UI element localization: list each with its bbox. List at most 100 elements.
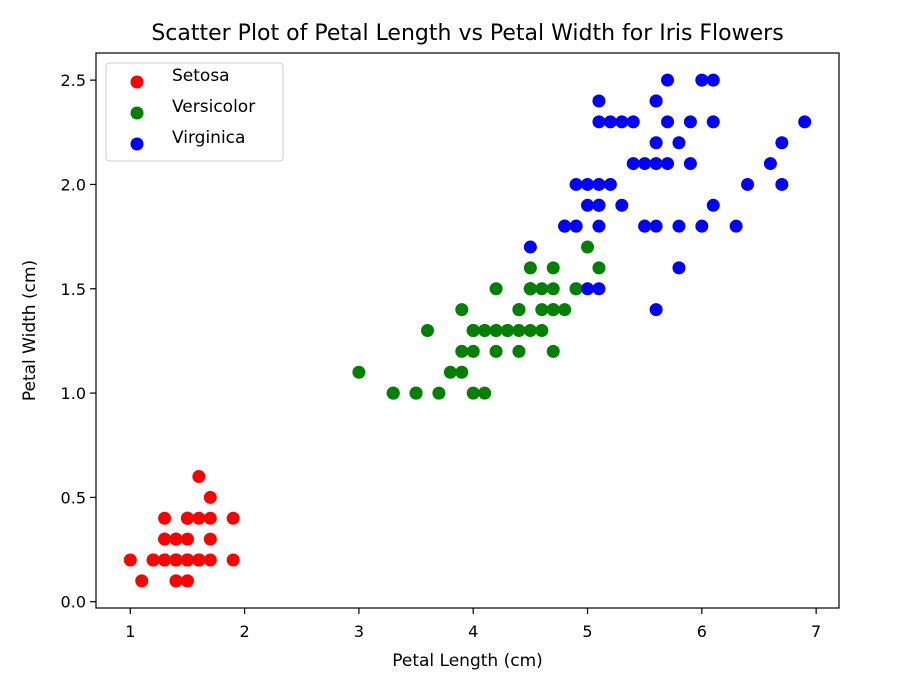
data-point <box>409 386 423 400</box>
data-point <box>763 157 777 171</box>
data-point <box>558 303 572 317</box>
data-point <box>741 177 755 191</box>
data-point <box>581 282 595 296</box>
data-point <box>489 324 503 337</box>
y-tick-label: 2.0 <box>61 175 86 194</box>
data-point <box>226 511 240 525</box>
data-point <box>466 324 480 337</box>
data-point <box>592 115 606 129</box>
data-point <box>180 511 194 525</box>
data-point <box>649 136 663 150</box>
data-point <box>569 219 583 233</box>
data-point <box>546 344 560 358</box>
data-point <box>592 94 606 108</box>
data-point <box>672 219 686 233</box>
legend-label: Setosa <box>172 66 230 86</box>
data-point <box>203 553 217 567</box>
data-point <box>603 115 617 129</box>
data-point <box>706 73 720 87</box>
data-point <box>123 553 137 567</box>
data-point <box>192 470 206 484</box>
data-point <box>535 303 549 317</box>
legend-box <box>105 62 284 162</box>
legend-marker <box>130 75 144 89</box>
data-point <box>512 303 526 317</box>
data-point <box>352 365 366 379</box>
data-point <box>512 324 526 337</box>
y-axis-label: Petal Width (cm) <box>20 260 40 401</box>
data-point <box>683 157 697 171</box>
data-point <box>546 261 560 275</box>
data-point <box>592 219 606 233</box>
data-point <box>192 553 206 567</box>
data-point <box>592 261 606 275</box>
data-point <box>683 115 697 129</box>
x-tick-label: 1 <box>125 622 135 641</box>
data-point <box>706 198 720 212</box>
data-point <box>798 115 812 129</box>
data-point <box>546 303 560 317</box>
data-point <box>592 282 606 296</box>
data-point <box>478 324 492 337</box>
x-tick-label: 4 <box>468 622 478 641</box>
y-tick-label: 1.0 <box>61 384 86 403</box>
data-point <box>203 532 217 546</box>
plot-frame <box>95 52 840 609</box>
data-point <box>466 344 480 358</box>
data-point <box>626 157 640 171</box>
data-point <box>775 136 789 150</box>
data-point <box>672 136 686 150</box>
data-point <box>626 115 640 129</box>
data-point <box>558 219 572 233</box>
series-virginica <box>523 73 812 317</box>
data-point <box>432 386 446 400</box>
x-axis-label: Petal Length (cm) <box>392 651 543 671</box>
data-point <box>649 157 663 171</box>
data-point <box>592 177 606 191</box>
series-setosa <box>123 470 240 588</box>
y-tick-label: 0.5 <box>61 488 86 507</box>
data-point <box>661 157 675 171</box>
data-point <box>169 574 183 588</box>
legend-label: Virginica <box>172 128 245 148</box>
data-point <box>672 261 686 275</box>
data-point <box>535 324 549 337</box>
data-point <box>478 386 492 400</box>
data-point <box>603 177 617 191</box>
data-point <box>158 511 172 525</box>
legend-marker <box>130 106 144 120</box>
data-point <box>203 511 217 525</box>
data-point <box>455 303 469 317</box>
data-point <box>455 365 469 379</box>
data-point <box>569 177 583 191</box>
data-point <box>512 344 526 358</box>
x-tick-label: 7 <box>811 622 821 641</box>
data-point <box>455 344 469 358</box>
x-tick-label: 5 <box>582 622 592 641</box>
data-point <box>706 115 720 129</box>
data-point <box>615 198 629 212</box>
data-point <box>523 282 537 296</box>
data-point <box>226 553 240 567</box>
data-point <box>638 219 652 233</box>
series-versicolor <box>352 219 606 400</box>
data-point <box>581 198 595 212</box>
data-point <box>729 219 743 233</box>
data-point <box>180 574 194 588</box>
data-point <box>615 115 629 129</box>
data-point <box>466 386 480 400</box>
data-point <box>581 177 595 191</box>
data-point <box>523 324 537 337</box>
legend-label: Versicolor <box>172 97 255 117</box>
x-tick-label: 6 <box>697 622 707 641</box>
data-point <box>661 115 675 129</box>
data-point <box>649 303 663 317</box>
legend-marker <box>130 137 144 151</box>
chart-title: Scatter Plot of Petal Length vs Petal Wi… <box>151 21 783 46</box>
x-axis: 1 2 3 4 5 6 7 <box>125 608 821 641</box>
x-tick-label: 2 <box>240 622 250 641</box>
data-point <box>386 386 400 400</box>
data-point <box>146 553 160 567</box>
data-point <box>501 324 515 337</box>
data-point <box>489 282 503 296</box>
